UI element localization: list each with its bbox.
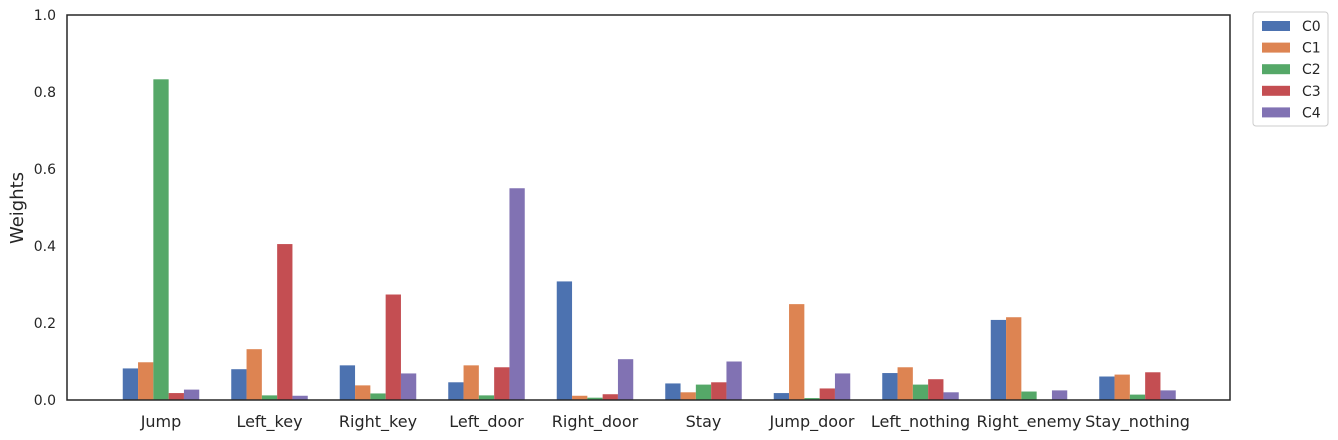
x-tick-label: Right_enemy [976, 412, 1081, 432]
legend: C0 C1 C2 C3 C4 [1252, 11, 1329, 127]
bar-c4-jump-door [834, 373, 851, 400]
x-tick-label: Right_key [339, 412, 417, 432]
y-tick-label: 0.4 [34, 239, 56, 255]
y-axis-label: Weights [7, 172, 28, 244]
bar-c1-right-door [572, 395, 588, 400]
y-axis-ticks: 0.0 0.2 0.4 0.6 0.8 1.0 [34, 8, 56, 409]
bar-c2-right-door [587, 397, 603, 400]
bar-c1-stay [680, 392, 696, 400]
bar-c1-stay-nothing [1114, 374, 1130, 400]
bar-c2-stay [695, 384, 712, 400]
bar-c2-left-nothing [912, 384, 929, 400]
bar-c0-jump [122, 368, 139, 400]
bar-c2-right-key [370, 393, 386, 400]
bar-c3-left-nothing [928, 379, 944, 400]
bar-c1-left-key [246, 349, 262, 400]
bar-c4-left-nothing [943, 392, 959, 400]
bar-c4-left-key [292, 395, 308, 400]
bar-c2-left-door [478, 395, 495, 400]
y-tick-label: 0.6 [34, 162, 56, 178]
bar-c2-jump [153, 79, 169, 401]
legend-swatch-c4 [1262, 107, 1290, 118]
bar-c0-left-door [448, 382, 464, 400]
y-tick-label: 0.0 [34, 393, 56, 409]
bar-c3-jump-door [819, 388, 835, 400]
x-tick-label: Jump_door [769, 412, 855, 432]
x-tick-label: Right_door [552, 412, 639, 432]
legend-label-c0: C0 [1302, 19, 1321, 35]
bar-c3-stay-nothing [1145, 372, 1161, 400]
bars-group [122, 79, 1176, 401]
bar-c0-left-nothing [882, 373, 898, 400]
legend-swatch-c2 [1262, 64, 1290, 75]
bar-c2-right-enemy [1021, 391, 1037, 400]
bar-c4-stay [726, 361, 742, 400]
bar-c0-right-key [339, 365, 356, 400]
bar-c3-right-key [385, 294, 401, 400]
bar-c1-right-key [355, 385, 371, 400]
bar-c4-right-door [617, 359, 634, 400]
bar-c4-right-key [400, 373, 417, 400]
x-tick-label: Stay [686, 412, 722, 431]
bar-c0-right-door [556, 281, 573, 400]
y-tick-label: 1.0 [34, 8, 56, 24]
bar-c0-stay-nothing [1099, 376, 1115, 400]
bar-c1-left-door [463, 365, 479, 400]
bar-c1-jump [138, 362, 154, 400]
x-tick-label: Left_key [236, 412, 302, 432]
legend-label-c4: C4 [1302, 105, 1321, 121]
bar-c2-left-key [261, 395, 278, 400]
x-tick-label: Stay_nothing [1085, 412, 1190, 432]
bar-c0-left-key [231, 369, 247, 400]
bar-c0-jump-door [773, 393, 790, 400]
legend-frame [1252, 11, 1329, 127]
bar-c4-jump [183, 389, 200, 400]
legend-label-c1: C1 [1302, 41, 1321, 57]
bar-c1-jump-door [789, 304, 805, 400]
bar-c1-right-enemy [1006, 317, 1022, 400]
bar-c3-right-door [602, 394, 618, 400]
x-axis-ticks: Jump Left_key Right_key Left_door Right_door… [140, 412, 1190, 432]
bar-c3-left-key [277, 244, 293, 400]
x-tick-label: Left_nothing [871, 412, 970, 432]
legend-swatch-c0 [1262, 21, 1290, 31]
legend-label-c2: C2 [1302, 62, 1321, 78]
bar-c4-right-enemy [1051, 390, 1068, 401]
legend-swatch-c3 [1262, 85, 1290, 96]
bar-c1-left-nothing [897, 367, 913, 400]
x-tick-label: Left_door [449, 412, 524, 432]
legend-label-c3: C3 [1302, 84, 1321, 100]
plot-frame [66, 14, 1231, 401]
y-tick-label: 0.8 [34, 85, 56, 101]
bar-c3-jump [168, 393, 184, 400]
y-tick-label: 0.2 [34, 316, 56, 332]
x-tick-label: Jump [140, 412, 182, 431]
bar-c4-left-door [509, 188, 525, 400]
bar-c0-stay [665, 383, 681, 400]
bar-c3-left-door [494, 367, 510, 400]
legend-swatch-c1 [1262, 42, 1290, 53]
bar-c2-jump-door [804, 398, 820, 400]
bar-c3-stay [711, 382, 727, 400]
bar-c0-right-enemy [990, 319, 1007, 400]
bar-c2-stay-nothing [1129, 394, 1146, 400]
bar-c4-stay-nothing [1160, 390, 1176, 401]
